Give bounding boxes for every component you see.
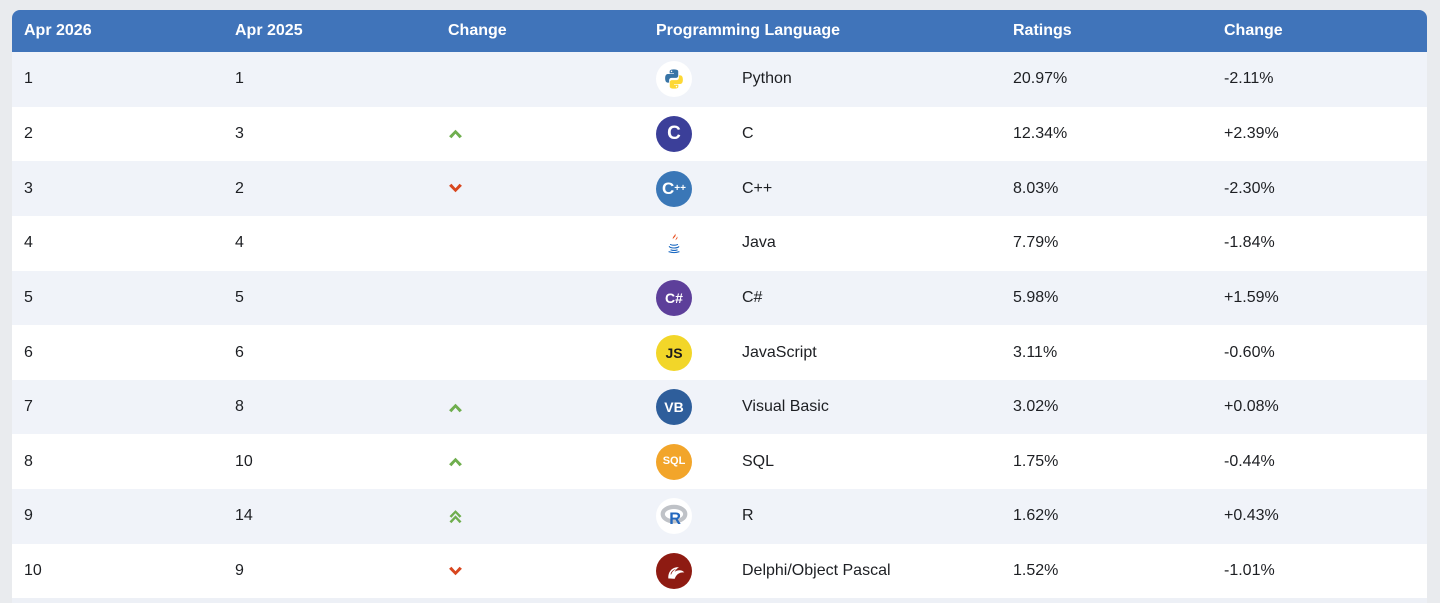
language-name: Delphi/Object Pascal [742, 562, 891, 580]
language-name: SQL [742, 452, 775, 470]
rank-previous: 1 [235, 70, 244, 88]
language-name: Java [742, 234, 776, 252]
sql-icon: SQL [656, 443, 692, 480]
language-name: C# [742, 288, 763, 306]
language-name: JavaScript [742, 343, 817, 361]
rank-previous: 4 [235, 234, 244, 252]
rank-previous: 3 [235, 124, 244, 142]
rank-current: 6 [24, 343, 33, 361]
rating-value: 1.52% [1013, 562, 1059, 580]
table-row: 3 2 C ++ C++ 8.03% -2.30% [12, 161, 1427, 216]
delphi-icon [656, 553, 692, 590]
table-row: 1 1 Python 20.97% -2.11% [12, 52, 1427, 107]
language-name: Visual Basic [742, 398, 829, 416]
language-cell: C C [644, 115, 1001, 152]
rating-value: 5.98% [1013, 288, 1059, 306]
rating-value: 7.79% [1013, 234, 1059, 252]
language-cell: Python [644, 61, 1001, 98]
header-programming-language: Programming Language [656, 22, 841, 39]
header-change-position: Change [448, 22, 507, 39]
language-cell: JS JavaScript [644, 334, 1001, 371]
rating-value: 20.97% [1013, 70, 1068, 88]
rank-change-indicator [436, 402, 644, 413]
rank-current: 2 [24, 124, 33, 142]
language-name: C [742, 124, 754, 142]
rank-current: 4 [24, 234, 33, 252]
cpp-icon: C ++ [656, 170, 692, 207]
rank-previous: 5 [235, 288, 244, 306]
rank-current: 8 [24, 452, 33, 470]
rating-change: -2.30% [1224, 179, 1275, 197]
rank-change-indicator [436, 456, 644, 467]
rank-previous: 6 [235, 343, 244, 361]
language-cell: R R [644, 498, 1001, 535]
rank-previous: 2 [235, 179, 244, 197]
table-row: 9 14 R R 1.62% +0.43% [12, 489, 1427, 544]
table-row: 8 10 SQL SQL 1.75% -0.44% [12, 434, 1427, 490]
rank-current: 1 [24, 70, 33, 88]
language-name: Python [742, 70, 792, 88]
language-cell: C# C# [644, 279, 1001, 316]
r-icon: R [656, 498, 692, 535]
rank-previous: 10 [235, 452, 253, 470]
rank-current: 10 [24, 562, 42, 580]
rating-value: 1.75% [1013, 452, 1059, 470]
rank-change-indicator [436, 183, 644, 194]
table-row: 5 5 C# C# 5.98% +1.59% [12, 270, 1427, 326]
table-row: 4 4 Java 7.79% -1.84% [12, 215, 1427, 271]
rank-current: 5 [24, 288, 33, 306]
header-apr-2026: Apr 2026 [24, 22, 92, 39]
tiobe-index-table: Apr 2026 Apr 2025 Change Programming Lan… [12, 10, 1427, 603]
next-row-edge [12, 598, 1427, 603]
rank-previous: 14 [235, 507, 253, 525]
table-header-row: Apr 2026 Apr 2025 Change Programming Lan… [12, 10, 1427, 52]
language-cell: C ++ C++ [644, 170, 1001, 207]
language-cell: Java [644, 225, 1001, 262]
table-body: 1 1 Python 20.97% -2.11% 2 3 C C 12.34% … [12, 52, 1427, 599]
rating-value: 12.34% [1013, 124, 1068, 142]
rating-change: -2.11% [1224, 70, 1274, 88]
rating-value: 3.11% [1013, 343, 1058, 361]
rating-value: 3.02% [1013, 398, 1059, 416]
table-row: 7 8 VB Visual Basic 3.02% +0.08% [12, 379, 1427, 435]
table-row: 2 3 C C 12.34% +2.39% [12, 106, 1427, 162]
visual-basic-icon: VB [656, 389, 692, 426]
rating-change: -0.44% [1224, 452, 1275, 470]
rank-previous: 8 [235, 398, 244, 416]
java-icon [656, 225, 692, 262]
rating-change: +0.43% [1224, 507, 1279, 525]
rating-change: +1.59% [1224, 288, 1279, 306]
rank-change-indicator [436, 509, 644, 524]
svg-text:R: R [669, 511, 681, 529]
rating-change: -0.60% [1224, 343, 1275, 361]
rank-change-indicator [436, 128, 644, 139]
csharp-icon: C# [656, 279, 692, 316]
javascript-icon: JS [656, 334, 692, 371]
python-icon [656, 61, 692, 98]
rating-change: -1.01% [1224, 562, 1275, 580]
table-row: 10 9 Delphi/Object Pascal 1.52% -1.01% [12, 543, 1427, 599]
rank-current: 7 [24, 398, 33, 416]
c-icon: C [656, 115, 692, 152]
language-name: R [742, 507, 754, 525]
language-name: C++ [742, 179, 773, 197]
table-row: 6 6 JS JavaScript 3.11% -0.60% [12, 325, 1427, 380]
rank-current: 3 [24, 179, 33, 197]
rating-change: -1.84% [1224, 234, 1275, 252]
header-change-ratings: Change [1224, 22, 1283, 39]
language-cell: SQL SQL [644, 443, 1001, 480]
rating-change: +0.08% [1224, 398, 1279, 416]
language-cell: VB Visual Basic [644, 389, 1001, 426]
language-cell: Delphi/Object Pascal [644, 553, 1001, 590]
header-apr-2025: Apr 2025 [235, 22, 303, 39]
rank-previous: 9 [235, 562, 244, 580]
rating-value: 1.62% [1013, 507, 1059, 525]
header-ratings: Ratings [1013, 22, 1072, 39]
rating-value: 8.03% [1013, 179, 1059, 197]
rank-change-indicator [436, 566, 644, 577]
rating-change: +2.39% [1224, 124, 1279, 142]
rank-current: 9 [24, 507, 33, 525]
